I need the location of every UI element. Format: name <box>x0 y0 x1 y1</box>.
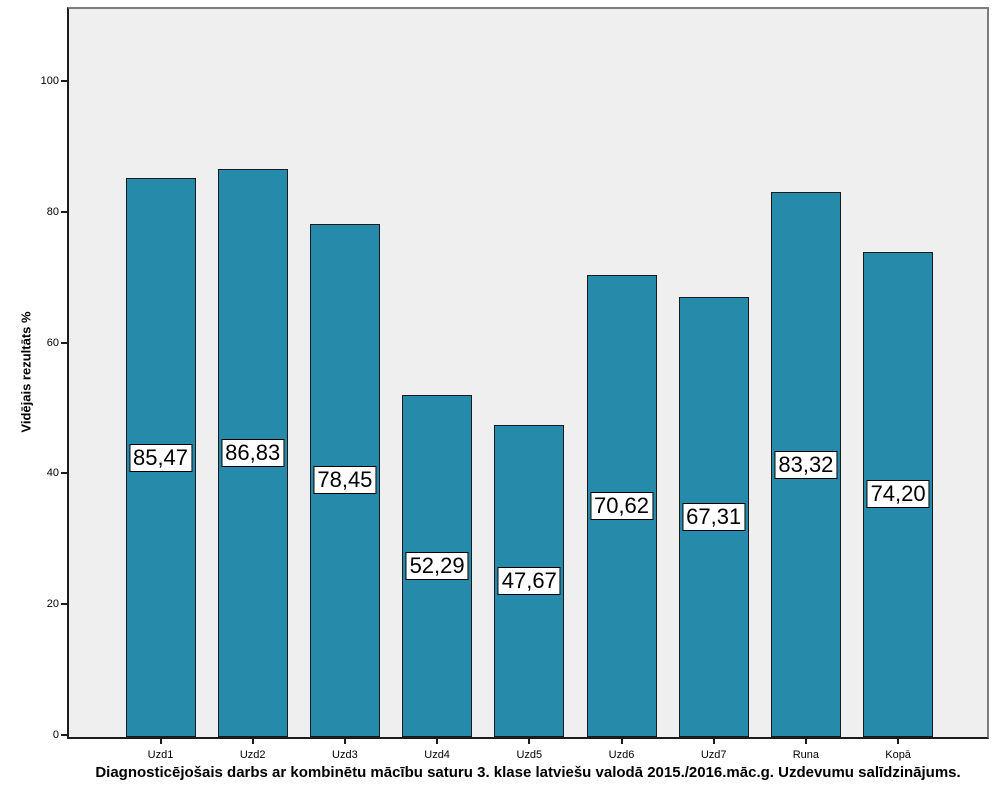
x-axis-tick-mark <box>712 739 715 744</box>
chart-title: Diagnosticējošais darbs ar kombinētu māc… <box>95 764 961 781</box>
bar-value-label: 74,20 <box>866 480 930 509</box>
bar-Uzd6: 70,62 <box>586 275 657 737</box>
plot-area: 85,47 86,83 78,45 52,29 47,67 70,62 67,31 83,32… <box>67 7 989 739</box>
x-axis-tick-mark <box>897 739 900 744</box>
bar-value-label: 47,67 <box>497 567 561 596</box>
y-axis-tick-mark <box>61 472 67 475</box>
x-axis-tick-mark <box>343 739 346 744</box>
x-axis-tick-label: Runa <box>792 749 820 761</box>
y-axis-tick-mark <box>61 341 67 344</box>
bar-value-label: 85,47 <box>128 443 193 472</box>
y-axis-tick-label: 20 <box>46 598 59 611</box>
x-axis-tick-mark <box>620 739 623 744</box>
y-axis-tick-mark <box>61 734 67 736</box>
y-axis-tick-label: 80 <box>46 205 59 218</box>
y-axis-tick-label: 0 <box>52 729 59 741</box>
bar-Uzd5: 47,67 <box>494 425 565 737</box>
x-axis-tick-mark <box>528 739 531 744</box>
x-axis-tick-label: Uzd1 <box>147 749 174 761</box>
x-axis-tick-mark <box>159 739 162 744</box>
bar-Uzd2: 86,83 <box>217 169 288 737</box>
bar-Runa: 83,32 <box>770 192 841 737</box>
x-axis-tick-label: Uzd3 <box>332 749 358 761</box>
bar-value-label: 52,29 <box>405 552 469 581</box>
x-axis-tick-label: Uzd4 <box>424 749 450 761</box>
y-axis-tick-label: 100 <box>40 75 59 87</box>
y-axis-tick-mark <box>61 210 67 213</box>
y-axis-title: Vidējais rezultāts % <box>18 311 34 433</box>
bar-value-label: 78,45 <box>313 466 377 495</box>
bar-Uzd7: 67,31 <box>678 296 749 737</box>
x-axis-tick-mark <box>804 739 807 744</box>
y-axis-tick-label: 40 <box>46 467 59 480</box>
bar-value-label: 70,62 <box>589 492 654 521</box>
y-axis-tick-mark <box>61 603 67 606</box>
bar-Uzd4: 52,29 <box>402 395 473 737</box>
y-axis-tick-label: 60 <box>46 336 59 349</box>
x-axis-tick-label: Uzd7 <box>700 749 727 761</box>
bar-value-label: 67,31 <box>682 502 746 531</box>
bar-value-label: 83,32 <box>774 450 838 479</box>
x-axis-tick-mark <box>436 739 439 744</box>
bar-Uzd3: 78,45 <box>309 223 380 737</box>
bar-Kopā: 74,20 <box>863 251 934 737</box>
y-axis-tick-mark <box>61 80 67 82</box>
bar-Uzd1: 85,47 <box>125 178 196 737</box>
x-axis-tick-label: Kopā <box>885 749 911 761</box>
x-axis-tick-label: Uzd2 <box>239 749 266 761</box>
x-axis-tick-label: Uzd5 <box>516 749 543 761</box>
x-axis-tick-label: Uzd6 <box>608 749 635 761</box>
x-axis-tick-mark <box>251 739 254 744</box>
bar-value-label: 86,83 <box>221 439 285 468</box>
